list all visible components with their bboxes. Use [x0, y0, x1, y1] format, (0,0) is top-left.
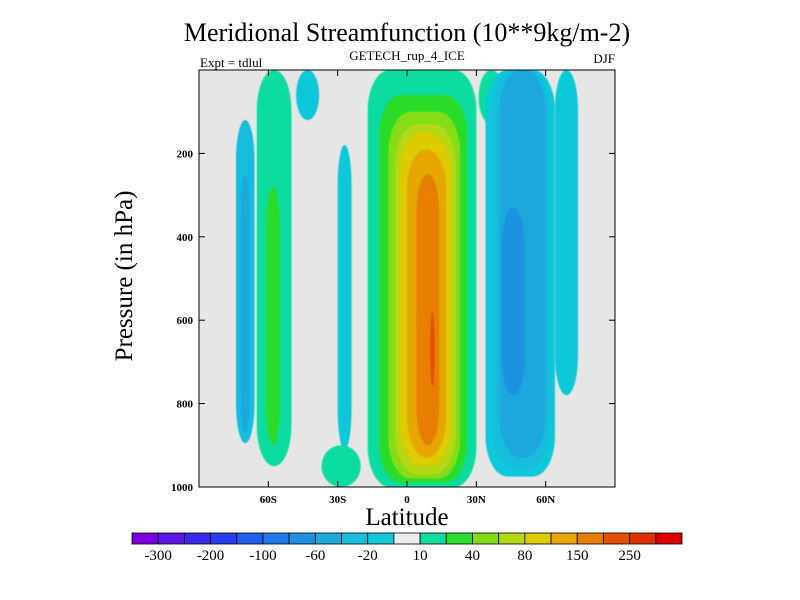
colorbar-swatch: [419, 532, 447, 545]
colorbar-swatch: [576, 532, 604, 545]
y-tick-label: 1000: [171, 482, 194, 494]
region-hadley-200: [430, 311, 435, 387]
y-axis-label: Pressure (in hPa): [111, 191, 138, 362]
colorbar-label: -60: [305, 548, 325, 564]
x-tick-label: 30N: [467, 494, 486, 506]
y-tick-label: 200: [177, 148, 194, 160]
season-label: DJF: [593, 51, 615, 66]
colorbar-label: -100: [249, 548, 277, 564]
colorbar-swatch: [655, 532, 683, 545]
x-tick-label: 60S: [260, 494, 277, 506]
colorbar-swatch: [183, 532, 211, 545]
x-axis-label: Latitude: [365, 504, 448, 531]
colorbar-swatch: [288, 532, 316, 545]
colorbar-swatch: [524, 532, 552, 545]
colorbar-swatch: [445, 532, 473, 545]
colorbar-swatch: [131, 532, 159, 545]
colorbar-swatch: [629, 532, 657, 545]
region-hadley-150: [416, 174, 440, 446]
chart-subtitle: GETECH_rup_4_ICE: [349, 48, 465, 63]
region-sh-mid-core: [266, 186, 280, 446]
y-tick-label: 600: [177, 315, 194, 327]
y-tick-label: 400: [177, 232, 194, 244]
x-tick-label: 30S: [329, 494, 346, 506]
colorbar-swatch: [498, 532, 526, 545]
region-nh-polar-band: [554, 70, 579, 396]
colorbar-swatch: [157, 532, 185, 545]
x-tick-label: 0: [404, 494, 410, 506]
region-sh-subtrop-surface: [321, 445, 361, 487]
colorbar-label: -200: [197, 548, 225, 564]
y-tick-label: 800: [177, 399, 194, 411]
colorbar-label: 250: [618, 548, 641, 564]
colorbar-swatch: [550, 532, 578, 545]
colorbar-swatch: [341, 532, 369, 545]
colorbar-label: -20: [358, 548, 378, 564]
y-axis: 200 400 600 800 1000: [171, 148, 615, 494]
colorbar-swatch: [236, 532, 264, 545]
colorbar-swatch: [393, 532, 421, 545]
colorbar-swatch: [367, 532, 395, 545]
region-nh-ferrel-60: [501, 207, 525, 396]
colorbar-swatch: [472, 532, 500, 545]
colorbar-swatch: [314, 532, 342, 545]
x-axis: 60S 30S 0 30N 60N: [260, 70, 555, 506]
colorbar-swatch: [603, 532, 631, 545]
region-sh-upper-cell: [296, 70, 320, 121]
colorbar-label: 10: [413, 548, 428, 564]
chart-title: Meridional Streamfunction (10**9kg/m-2): [184, 18, 630, 47]
colorbar-swatch: [210, 532, 238, 545]
colorbar: -300 -200 -100 -60 -20 10 40 80 150 250: [131, 532, 683, 564]
region-sh-subtrop-band: [337, 145, 352, 450]
plot-area: [198, 69, 616, 488]
x-tick-label: 60N: [536, 494, 555, 506]
colorbar-label: 40: [465, 548, 480, 564]
colorbar-label: -300: [144, 548, 172, 564]
colorbar-label: 80: [517, 548, 532, 564]
colorbar-label: 150: [566, 548, 589, 564]
experiment-label: Expt = tdlul: [200, 55, 263, 70]
contour-fill-layer: [235, 70, 579, 487]
region-sh-polar-core: [240, 174, 250, 433]
colorbar-swatch: [262, 532, 290, 545]
